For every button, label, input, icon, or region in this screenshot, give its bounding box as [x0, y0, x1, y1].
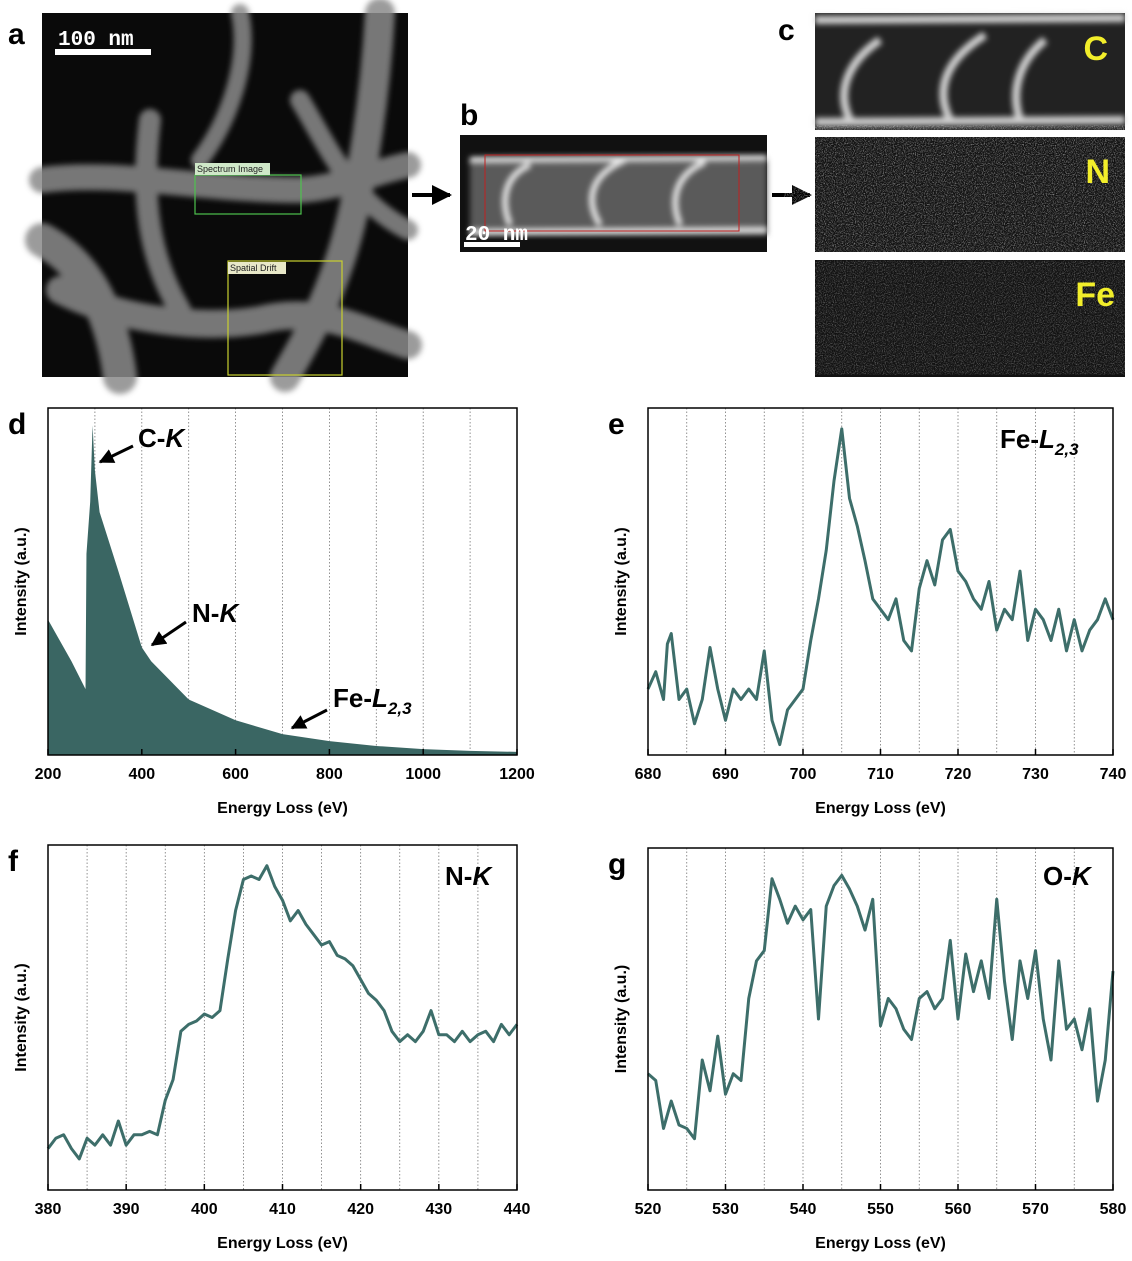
- annotation-part: N-: [445, 861, 472, 891]
- x-tick-label: 540: [790, 1201, 817, 1218]
- x-tick-label: 720: [945, 766, 972, 783]
- box-tag: [228, 262, 286, 274]
- x-axis-label: Energy Loss (eV): [815, 800, 946, 817]
- x-tick-label: 710: [867, 766, 894, 783]
- x-tick-label: 570: [1022, 1201, 1049, 1218]
- annotation-arrow: [150, 620, 187, 647]
- annotation: C-K: [138, 423, 186, 453]
- annotation-part: Fe-: [1000, 424, 1039, 454]
- map-label: Fe: [1075, 276, 1115, 314]
- x-tick-label: 410: [269, 1201, 296, 1218]
- x-tick-label: 740: [1100, 766, 1127, 783]
- charts: 200 400 600 800 1000 1200 Energy Loss (eV) Inte…: [8, 407, 1127, 1252]
- panel-c: c C N Fe: [778, 13, 1126, 377]
- y-axis-label: Intensity (a.u.): [613, 527, 630, 635]
- x-tick-label: 560: [945, 1201, 972, 1218]
- chart: 680 690 700 710 720 730 740 Energy Loss (eV) Int…: [608, 407, 1127, 817]
- scale-bar: [55, 49, 151, 55]
- x-axis-label: Energy Loss (eV): [217, 800, 348, 817]
- roi: [484, 154, 740, 232]
- annotation-part: N-: [192, 598, 219, 628]
- panel-a: Spectrum Image Spatial Drift 100 nm a: [8, 0, 422, 394]
- panel-label: f: [8, 845, 19, 878]
- x-tick-label: 690: [712, 766, 739, 783]
- annotation: Fe-L2,3: [1000, 424, 1079, 459]
- map-label: N: [1085, 153, 1110, 191]
- x-axis-label: Energy Loss (eV): [815, 1235, 946, 1252]
- map-label: C: [1083, 30, 1108, 68]
- x-tick-label: 420: [347, 1201, 374, 1218]
- panel-label: c: [778, 14, 795, 47]
- panel-label: d: [8, 408, 26, 441]
- x-tick-label: 390: [113, 1201, 140, 1218]
- x-axis-label: Energy Loss (eV): [217, 1235, 348, 1252]
- area: [48, 425, 517, 755]
- x-tick-label: 800: [316, 766, 343, 783]
- scale-label: 20 nm: [465, 224, 528, 247]
- chart: 380 390 400 410 420 430 440 Energy Loss (eV) Int…: [8, 844, 531, 1252]
- panel-label: g: [608, 848, 626, 881]
- x-tick-label: 700: [790, 766, 817, 783]
- x-tick-label: 520: [635, 1201, 662, 1218]
- x-tick-label: 380: [35, 1201, 62, 1218]
- walls: [814, 14, 1126, 126]
- annotation: N-K: [192, 598, 240, 628]
- x-tick-label: 680: [635, 766, 662, 783]
- scale-label: 100 nm: [58, 29, 134, 52]
- annotation-part: K: [472, 861, 493, 891]
- drift-box: [227, 260, 343, 376]
- annotation-part: C-: [138, 423, 165, 453]
- annotation: Fe-L2,3: [333, 683, 412, 718]
- x-tick-label: 400: [128, 766, 155, 783]
- x-tick-label: 400: [191, 1201, 218, 1218]
- x-tick-label: 550: [867, 1201, 894, 1218]
- y-axis-label: Intensity (a.u.): [13, 963, 30, 1071]
- x-tick-label: 440: [504, 1201, 531, 1218]
- plot-frame: [47, 407, 518, 756]
- annotation: N-K: [445, 861, 493, 891]
- x-tick-label: 430: [425, 1201, 452, 1218]
- annotation-part: 2,3: [387, 699, 412, 718]
- annotation: O-K: [1043, 861, 1093, 891]
- map: [815, 13, 1125, 130]
- annotation-arrow: [98, 444, 134, 464]
- annotation-part: K: [1072, 861, 1093, 891]
- y-axis-label: Intensity (a.u.): [613, 965, 630, 1073]
- chart: 200 400 600 800 1000 1200 Energy Loss (eV) Inte…: [8, 407, 535, 817]
- panel-label: b: [460, 99, 478, 132]
- scale-bar: [464, 242, 520, 247]
- line: [646, 427, 1115, 747]
- chart: 520 530 540 550 560 570 580 Energy Loss (eV) Int…: [608, 847, 1127, 1252]
- box-label: Spectrum Image: [197, 164, 263, 174]
- annotation-part: O-: [1043, 861, 1072, 891]
- noise: [815, 270, 1125, 365]
- x-tick-label: 1000: [405, 766, 441, 783]
- y-axis-label: Intensity (a.u.): [13, 527, 30, 635]
- annotation-part: K: [165, 423, 186, 453]
- panel-label: e: [608, 408, 625, 441]
- annotation-part: Fe-: [333, 683, 372, 713]
- x-tick-label: 1200: [499, 766, 535, 783]
- annotation-part: L: [1039, 424, 1055, 454]
- x-tick-label: 200: [35, 766, 62, 783]
- noise: [815, 137, 1125, 252]
- line: [647, 873, 1115, 1141]
- box-label: Spatial Drift: [230, 263, 277, 273]
- box-tag: [195, 163, 270, 175]
- annotation-part: K: [219, 598, 240, 628]
- annotation-arrow: [290, 708, 328, 730]
- annotation-part: L: [372, 683, 388, 713]
- panel-b: b 20 nm: [460, 99, 768, 252]
- panel-label: a: [8, 18, 25, 51]
- nanotubes: [25, 0, 422, 394]
- x-tick-label: 730: [1022, 766, 1049, 783]
- x-tick-label: 580: [1100, 1201, 1127, 1218]
- x-tick-label: 530: [712, 1201, 739, 1218]
- walls: [469, 155, 768, 235]
- annotation-part: 2,3: [1054, 440, 1079, 459]
- x-tick-label: 600: [222, 766, 249, 783]
- line: [46, 864, 519, 1161]
